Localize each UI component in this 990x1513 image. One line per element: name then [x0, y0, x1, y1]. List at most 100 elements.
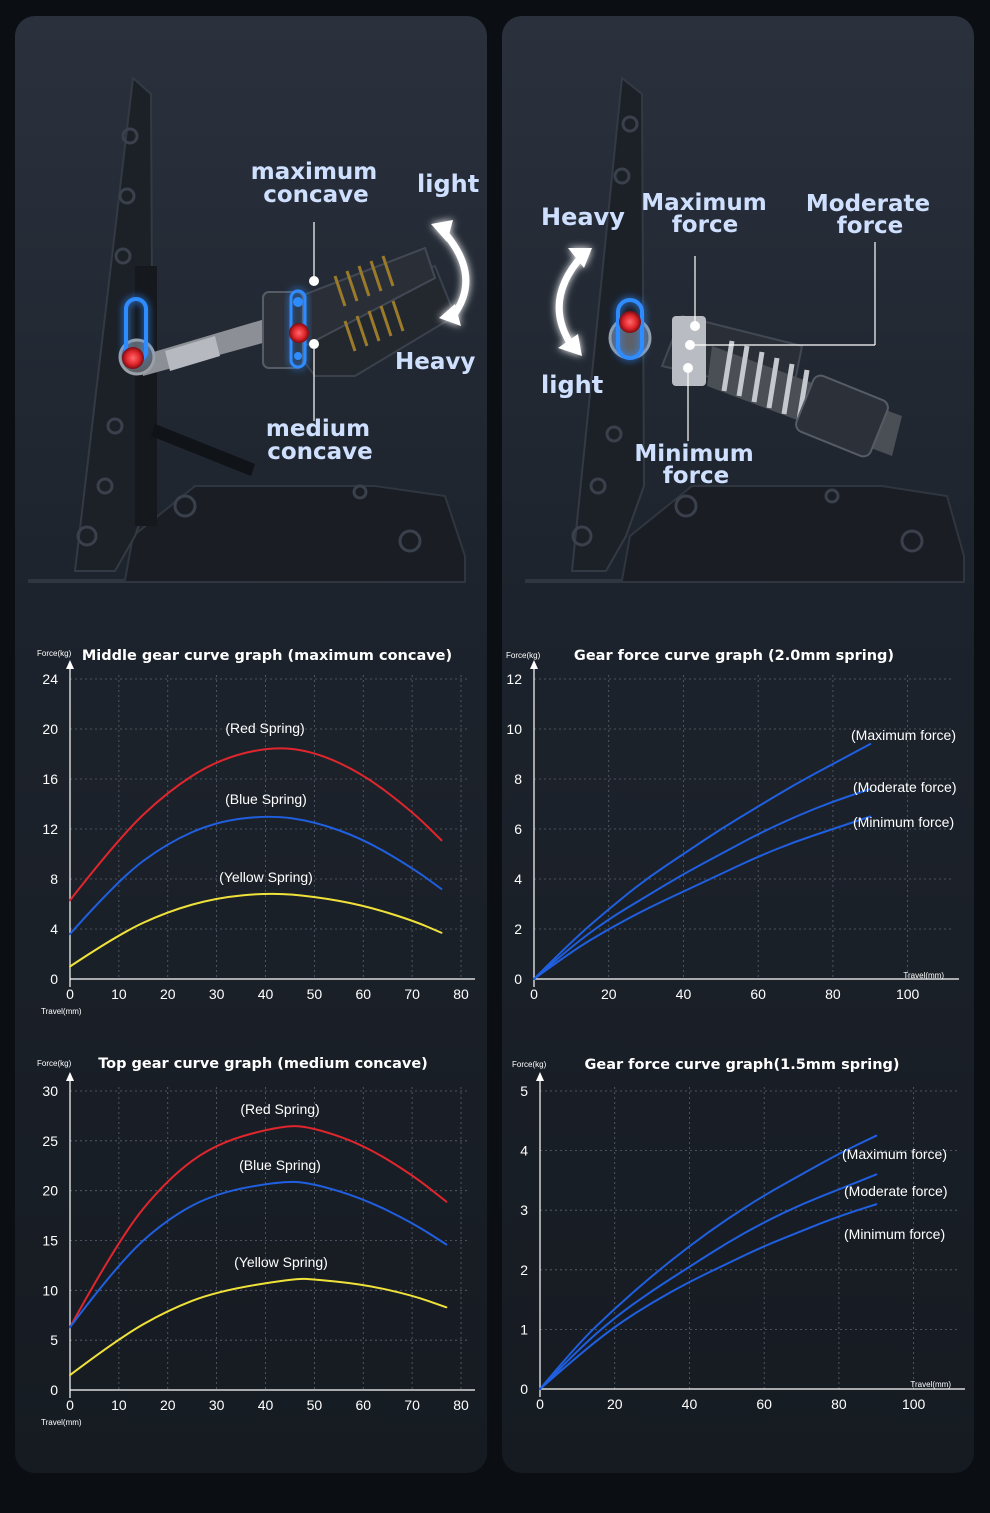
- series-label: (Yellow Spring): [234, 1254, 328, 1270]
- series-label: (Blue Spring): [225, 791, 307, 807]
- y-tick-label: 4: [520, 1143, 528, 1159]
- y-axis-arrow-icon: [66, 1072, 74, 1081]
- right-panel-canvas: Heavy Maximum force Moderate force light…: [506, 76, 965, 1412]
- x-tick-label: 0: [530, 986, 538, 1002]
- x-tick-label: 100: [896, 986, 920, 1002]
- series-line: [69, 1277, 448, 1377]
- x-tick-label: 20: [601, 986, 617, 1002]
- series-line: [539, 1173, 878, 1390]
- chart-title: Gear force curve graph(1.5mm spring): [584, 1057, 899, 1073]
- y-axis-arrow-icon: [66, 660, 74, 669]
- x-tick-label: 80: [453, 986, 469, 1002]
- y-tick-label: 5: [520, 1083, 528, 1099]
- y-tick-label: 6: [514, 821, 522, 837]
- x-tick-label: 10: [111, 986, 127, 1002]
- series-label: (Minimum force): [844, 1226, 945, 1242]
- callout-heavy-right: Heavy: [541, 203, 625, 231]
- x-tick-label: 80: [825, 986, 841, 1002]
- y-tick-label: 20: [42, 1183, 58, 1199]
- x-tick-label: 70: [404, 1397, 420, 1413]
- x-tick-label: 0: [536, 1396, 544, 1412]
- x-tick-label: 20: [160, 986, 176, 1002]
- y-tick-label: 1: [520, 1321, 528, 1337]
- pedal-illustration-right: [525, 76, 965, 583]
- y-axis-arrow-icon: [536, 1072, 544, 1081]
- callout-heavy-left: Heavy: [395, 349, 475, 375]
- x-tick-label: 40: [258, 986, 274, 1002]
- x-axis-label: Travel(mm): [41, 1418, 82, 1427]
- y-axis-label: Force(kg): [37, 649, 72, 658]
- x-tick-label: 60: [355, 1397, 371, 1413]
- y-tick-label: 10: [42, 1282, 58, 1298]
- y-axis-label: Force(kg): [512, 1060, 547, 1069]
- red-pivot-dot-right: [619, 311, 641, 333]
- series-label: (Red Spring): [240, 1101, 319, 1117]
- y-tick-label: 16: [42, 771, 58, 787]
- series-label: (Maximum force): [842, 1146, 947, 1162]
- chart-title: Gear force curve graph (2.0mm spring): [574, 648, 894, 664]
- y-axis-label: Force(kg): [506, 651, 541, 660]
- y-tick-label: 3: [520, 1202, 528, 1218]
- x-tick-label: 60: [355, 986, 371, 1002]
- y-tick-label: 20: [42, 721, 58, 737]
- callout-maximum-line2: concave: [263, 182, 369, 208]
- y-tick-label: 8: [514, 771, 522, 787]
- y-tick-label: 8: [50, 871, 58, 887]
- series-line: [69, 815, 443, 935]
- y-tick-label: 12: [42, 821, 58, 837]
- chart-force-1-5mm: 0 20 40 60 80 100 0 1 2 3 4 5 Force(kg) Travel(mm) Gea…: [512, 1057, 965, 1412]
- x-tick-label: 40: [676, 986, 692, 1002]
- series-label: (Blue Spring): [239, 1157, 321, 1173]
- curved-arrow-icon-left: [431, 220, 470, 326]
- x-tick-label: 50: [307, 1397, 323, 1413]
- red-position-dot: [289, 323, 309, 343]
- curved-arrow-icon-right: [555, 248, 592, 356]
- x-tick-label: 40: [258, 1397, 274, 1413]
- y-tick-label: 0: [50, 1382, 58, 1398]
- y-tick-label: 4: [514, 871, 522, 887]
- y-tick-label: 12: [506, 671, 522, 687]
- callout-maximum-force-line2: force: [672, 212, 738, 238]
- chart-top-gear: 0 10 20 30 40 50 60 70 80 0 5 10 15 20 25 30 Force(kg) Tr…: [37, 1056, 475, 1427]
- series-line: [533, 743, 872, 980]
- y-axis-label: Force(kg): [37, 1059, 72, 1068]
- x-tick-label: 0: [66, 1397, 74, 1413]
- x-tick-label: 30: [209, 1397, 225, 1413]
- series-label: (Moderate force): [844, 1183, 947, 1199]
- x-axis-label: Travel(mm): [910, 1380, 951, 1389]
- callout-moderate-force-line1: Moderate: [806, 191, 930, 217]
- x-tick-label: 0: [66, 986, 74, 1002]
- x-tick-label: 70: [404, 986, 420, 1002]
- left-panel: maximum concave light Heavy medium conca…: [15, 16, 487, 1473]
- x-tick-label: 100: [902, 1396, 926, 1412]
- series-label: (Moderate force): [853, 779, 956, 795]
- callout-maximum-force-line1: Maximum: [641, 190, 766, 216]
- y-tick-label: 15: [42, 1233, 58, 1249]
- series-line: [533, 815, 872, 980]
- callout-medium-line2: concave: [267, 439, 373, 465]
- leader-lines-left: [309, 222, 319, 421]
- callout-minimum-force-line2: force: [663, 463, 729, 489]
- pedal-illustration-left: [28, 75, 466, 583]
- callout-light-right: light: [541, 371, 603, 399]
- x-tick-label: 10: [111, 1397, 127, 1413]
- red-pivot-dot: [122, 347, 144, 369]
- series-label: (Maximum force): [851, 727, 956, 743]
- x-tick-label: 60: [750, 986, 766, 1002]
- series-line: [69, 1180, 448, 1329]
- y-tick-label: 2: [520, 1262, 528, 1278]
- x-tick-label: 80: [831, 1396, 847, 1412]
- y-axis-arrow-icon: [530, 660, 538, 669]
- y-tick-label: 0: [50, 971, 58, 987]
- chart-title: Middle gear curve graph (maximum concave…: [82, 648, 452, 664]
- adjust-slot-left: [122, 289, 309, 369]
- series-line: [69, 892, 443, 968]
- y-tick-label: 2: [514, 921, 522, 937]
- series-line: [69, 1125, 448, 1329]
- series-line: [69, 747, 443, 902]
- series-line: [539, 1203, 878, 1390]
- y-tick-label: 0: [520, 1381, 528, 1397]
- x-tick-label: 20: [607, 1396, 623, 1412]
- series-label: (Red Spring): [225, 720, 304, 736]
- chart-middle-gear: 0 10 20 30 40 50 60 70 80 0 4 8 12 16 20 24 Force(kg) Tra…: [37, 648, 475, 1016]
